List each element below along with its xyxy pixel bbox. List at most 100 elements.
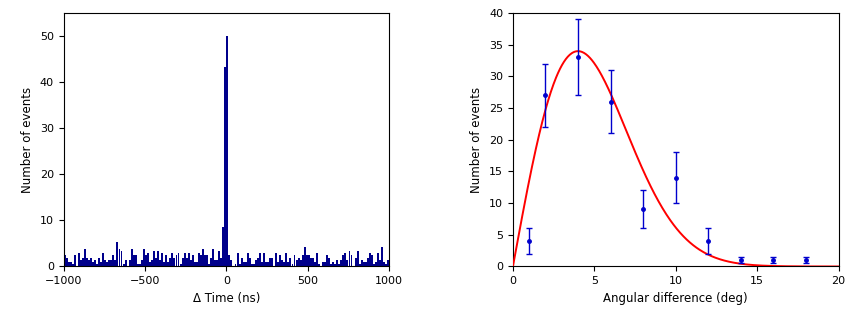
Bar [340, 260, 342, 266]
Bar [251, 264, 252, 266]
Bar [387, 260, 389, 266]
Bar [208, 264, 210, 266]
Bar [69, 262, 72, 266]
Bar [74, 255, 75, 266]
Bar [263, 253, 265, 266]
Bar [322, 262, 324, 266]
Bar [219, 251, 220, 266]
Bar [100, 262, 102, 266]
Bar [143, 249, 145, 266]
Bar [326, 255, 328, 266]
Bar [145, 255, 147, 266]
Bar [379, 260, 381, 266]
Bar [137, 264, 139, 266]
Bar [97, 264, 98, 266]
Bar [185, 258, 188, 266]
Bar [80, 260, 82, 266]
Bar [107, 262, 108, 266]
X-axis label: Angular difference (deg): Angular difference (deg) [603, 292, 748, 305]
Bar [130, 249, 133, 266]
Bar [119, 249, 120, 266]
Bar [287, 262, 290, 266]
Bar [246, 253, 249, 266]
Bar [123, 264, 125, 266]
Bar [82, 258, 84, 266]
Bar [158, 251, 159, 266]
Bar [280, 255, 281, 266]
Bar [149, 262, 151, 266]
Bar [318, 264, 320, 266]
Bar [243, 262, 245, 266]
Bar [300, 260, 302, 266]
Bar [310, 258, 312, 266]
Bar [198, 253, 200, 266]
Bar [230, 260, 232, 266]
Bar [296, 260, 297, 266]
Bar [224, 67, 226, 266]
Bar [110, 260, 113, 266]
X-axis label: Δ Time (ns): Δ Time (ns) [192, 292, 260, 305]
Bar [332, 262, 335, 266]
Bar [265, 262, 267, 266]
Bar [355, 258, 357, 266]
Bar [129, 260, 130, 266]
Bar [165, 255, 167, 266]
Bar [151, 260, 153, 266]
Bar [277, 262, 280, 266]
Bar [245, 262, 246, 266]
Bar [84, 249, 86, 266]
Bar [88, 260, 90, 266]
Bar [114, 260, 116, 266]
Bar [174, 258, 175, 266]
Bar [314, 262, 316, 266]
Bar [261, 262, 263, 266]
Bar [161, 253, 163, 266]
Bar [346, 260, 348, 266]
Bar [86, 258, 88, 266]
Bar [335, 264, 336, 266]
Bar [108, 260, 110, 266]
Bar [113, 255, 114, 266]
Bar [191, 255, 194, 266]
Bar [159, 260, 161, 266]
Bar [253, 264, 255, 266]
Bar [297, 258, 300, 266]
Bar [363, 262, 365, 266]
Bar [271, 258, 273, 266]
Bar [190, 260, 191, 266]
Bar [102, 253, 104, 266]
Bar [249, 258, 251, 266]
Bar [267, 262, 269, 266]
Bar [65, 258, 68, 266]
Bar [338, 264, 340, 266]
Bar [64, 255, 65, 266]
Bar [94, 260, 96, 266]
Bar [328, 258, 330, 266]
Bar [235, 264, 236, 266]
Bar [181, 258, 184, 266]
Bar [216, 260, 219, 266]
Bar [375, 262, 377, 266]
Bar [336, 260, 338, 266]
Bar [367, 258, 368, 266]
Bar [171, 253, 174, 266]
Bar [210, 258, 212, 266]
Bar [294, 255, 296, 266]
Bar [92, 262, 94, 266]
Bar [275, 253, 277, 266]
Bar [358, 264, 361, 266]
Bar [212, 249, 214, 266]
Bar [307, 255, 310, 266]
Bar [257, 258, 259, 266]
Bar [226, 36, 229, 266]
Bar [285, 253, 287, 266]
Bar [78, 253, 80, 266]
Bar [255, 260, 257, 266]
Bar [168, 262, 169, 266]
Bar [214, 260, 216, 266]
Bar [120, 251, 123, 266]
Bar [385, 264, 387, 266]
Bar [351, 255, 352, 266]
Bar [371, 255, 373, 266]
Bar [204, 255, 206, 266]
